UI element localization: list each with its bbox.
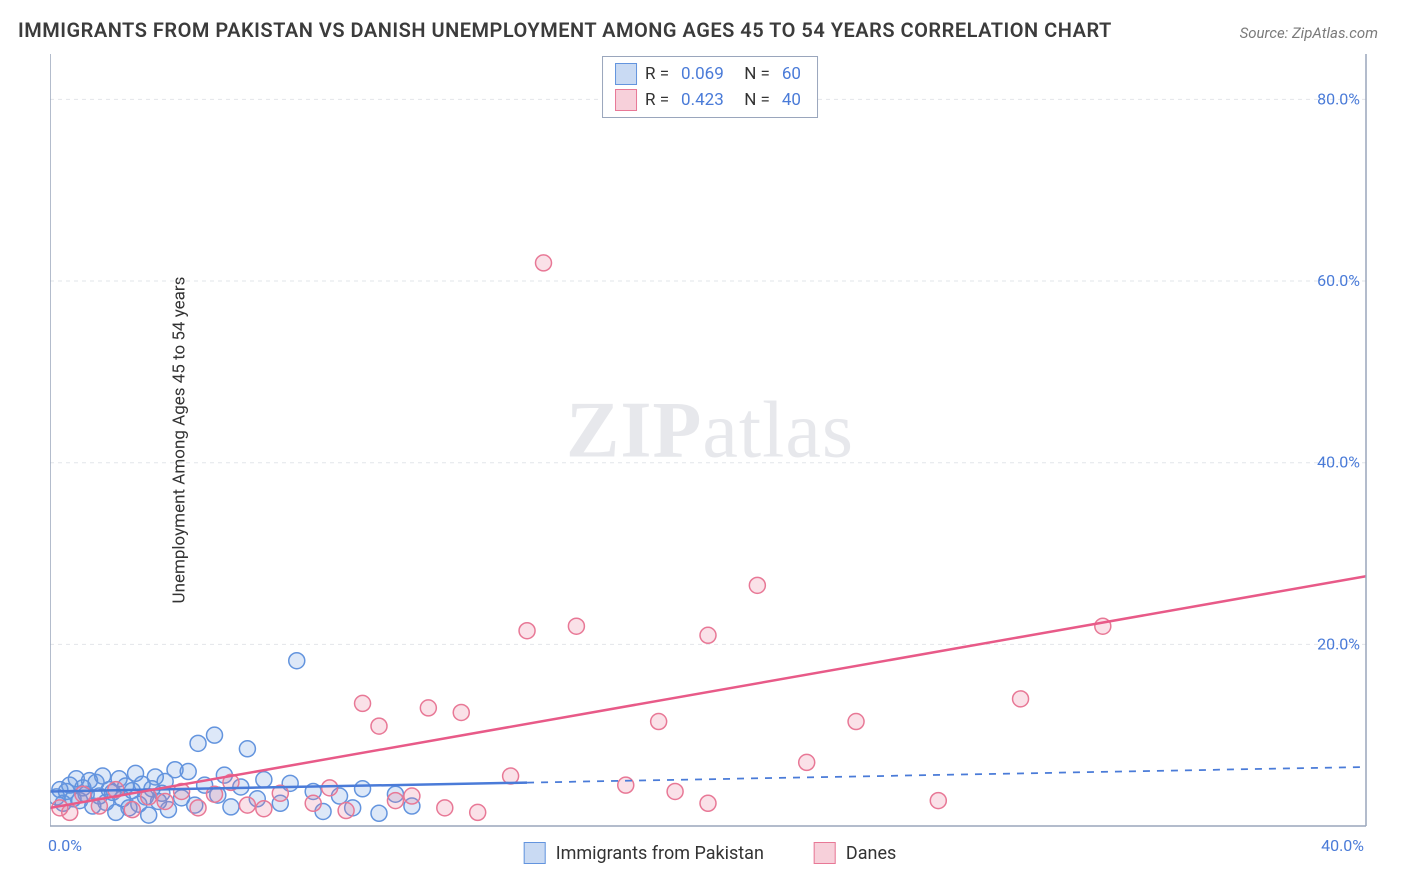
- series-legend-label: Immigrants from Pakistan: [556, 843, 764, 864]
- x-tick-label: 40.0%: [1321, 836, 1364, 855]
- series-legend-item: Immigrants from Pakistan: [524, 842, 764, 864]
- series-legend-label: Danes: [846, 843, 896, 864]
- source-attribution: Source: ZipAtlas.com: [1240, 24, 1378, 42]
- legend-n-label: N =: [736, 64, 770, 84]
- legend-r-value: 0.069: [677, 64, 728, 84]
- svg-text:60.0%: 60.0%: [1317, 271, 1360, 290]
- legend-n-value: 60: [778, 64, 805, 84]
- chart-title: IMMIGRANTS FROM PAKISTAN VS DANISH UNEMP…: [18, 18, 1112, 42]
- series-legend: Immigrants from Pakistan Danes: [524, 842, 897, 864]
- legend-r-value: 0.423: [677, 90, 728, 110]
- svg-text:20.0%: 20.0%: [1317, 634, 1360, 653]
- legend-r-label: R =: [645, 64, 669, 84]
- legend-row: R = 0.423 N = 40: [611, 87, 809, 113]
- x-tick-label: 0.0%: [48, 836, 82, 855]
- legend-n-value: 40: [778, 90, 805, 110]
- legend-swatch: [615, 89, 637, 111]
- correlation-legend: R = 0.069 N = 60 R = 0.423 N = 40: [602, 56, 818, 118]
- scatter-plot: Unemployment Among Ages 45 to 54 years Z…: [50, 50, 1370, 830]
- svg-text:40.0%: 40.0%: [1317, 453, 1360, 472]
- legend-swatch: [524, 842, 546, 864]
- legend-n-label: N =: [736, 90, 770, 110]
- legend-swatch: [814, 842, 836, 864]
- svg-text:80.0%: 80.0%: [1317, 89, 1360, 108]
- legend-row: R = 0.069 N = 60: [611, 61, 809, 87]
- series-legend-item: Danes: [814, 842, 896, 864]
- legend-r-label: R =: [645, 90, 669, 110]
- chart-canvas: 20.0% 40.0% 60.0% 80.0%: [50, 50, 1370, 830]
- legend-swatch: [615, 63, 637, 85]
